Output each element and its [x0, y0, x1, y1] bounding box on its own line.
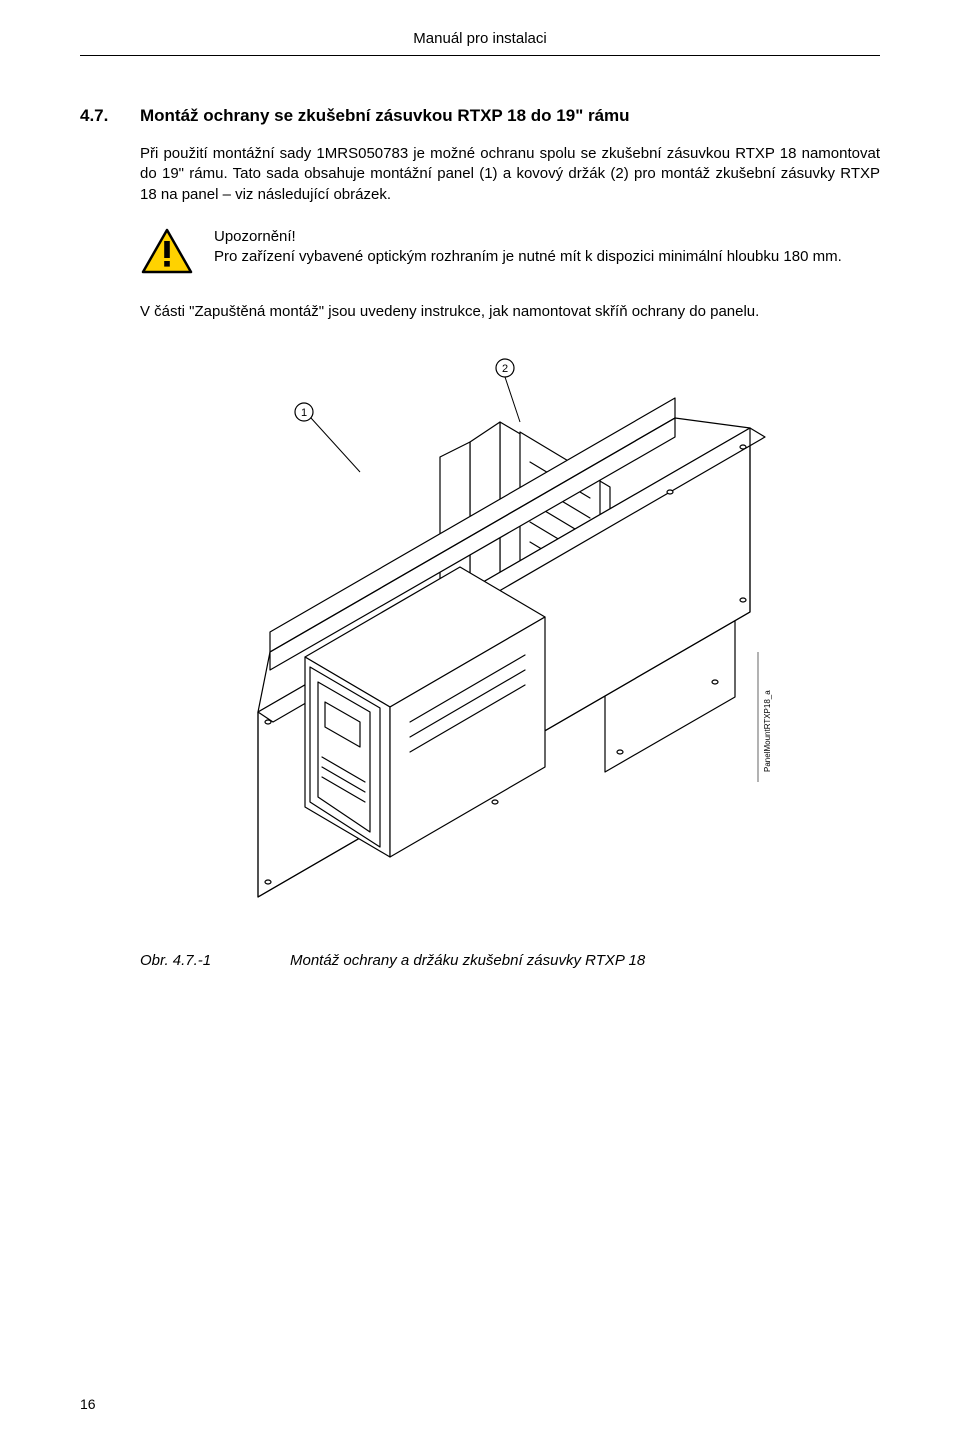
figure: 2 1 [140, 352, 880, 912]
callout-2-label: 2 [502, 363, 508, 375]
after-warning-paragraph: V části "Zapuštěná montáž" jsou uvedeny … [140, 302, 880, 322]
section-paragraph-1: Při použití montážní sady 1MRS050783 je … [140, 144, 880, 205]
warning-body: Pro zařízení vybavené optickým rozhraním… [214, 247, 880, 267]
header-rule [80, 55, 880, 56]
callout-1-label: 1 [301, 407, 307, 419]
figure-caption-number: Obr. 4.7.-1 [140, 952, 290, 969]
figure-caption-text: Montáž ochrany a držáku zkušební zásuvky… [290, 952, 645, 969]
figure-side-label: PanelMountRTXP18_a [763, 690, 772, 772]
warning-icon [140, 227, 194, 280]
warning-block: Upozornění! Pro zařízení vybavené optick… [140, 227, 880, 280]
doc-subtitle: Manuál pro instalaci [80, 30, 880, 47]
page-number: 16 [80, 1396, 96, 1412]
section-title: Montáž ochrany se zkušební zásuvkou RTXP… [140, 106, 630, 126]
warning-heading: Upozornění! [214, 227, 880, 247]
section-number: 4.7. [80, 106, 140, 126]
